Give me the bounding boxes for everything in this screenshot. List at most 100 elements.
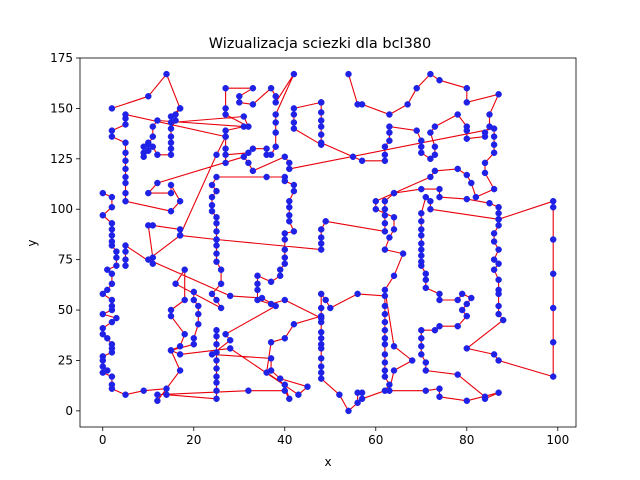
city-point [463,397,471,405]
city-point [213,151,220,159]
city-point [427,173,434,181]
city-point [104,286,111,294]
city-point [222,133,229,140]
city-point [386,387,393,394]
city-point [427,205,434,213]
city-point [317,355,325,362]
city-point [122,391,129,398]
city-point [463,312,471,320]
city-point [213,326,220,334]
city-point [258,294,266,302]
city-point [140,143,147,150]
city-point [358,157,366,165]
city-point [549,304,557,312]
city-point [418,351,425,358]
city-point [222,111,229,118]
city-point [490,238,498,245]
city-point [281,254,289,261]
city-point [422,367,430,374]
city-point [108,220,116,227]
city-point [549,236,557,243]
city-point [167,207,175,215]
city-point [454,165,461,173]
city-point [468,294,475,302]
city-point [290,105,298,112]
city-point [272,93,279,100]
city-point [490,125,498,132]
city-point [213,228,220,235]
city-point [427,197,434,205]
city-point [213,173,220,181]
city-point [436,290,443,298]
city-point [281,387,289,394]
city-point [290,111,298,118]
city-point [481,395,489,403]
city-point [418,240,425,247]
city-point [167,189,175,197]
city-point [495,246,502,253]
city-point [281,335,289,342]
city-point [249,167,257,175]
city-point [226,345,234,352]
city-point [418,137,425,144]
city-point [358,389,366,396]
city-point [108,226,116,233]
city-point [431,143,439,150]
city-point [267,84,275,92]
city-point [122,139,129,146]
city-point [472,193,480,201]
city-point [381,228,389,235]
city-point [113,248,120,255]
city-point [208,193,216,201]
city-point [213,387,220,394]
city-point [436,385,443,392]
city-point [418,210,425,217]
city-point [213,214,220,221]
city-point [295,391,302,398]
city-point [108,296,116,304]
city-point [431,167,439,175]
city-point [286,395,293,403]
city-point [418,252,425,259]
y-tick-label: 50 [58,303,73,317]
city-point [463,84,471,92]
city-point [272,129,279,136]
city-point [490,149,498,157]
city-point [208,290,216,298]
city-point [245,387,252,394]
city-point [213,250,220,257]
city-point [154,151,161,159]
y-tick-label: 150 [50,101,73,115]
city-point [154,391,161,398]
city-point [213,373,220,380]
city-point [345,407,352,415]
city-point [495,210,502,217]
city-point [495,222,502,229]
city-point [381,367,389,374]
city-point [458,306,466,314]
city-point [317,335,325,342]
city-point [108,318,116,326]
city-point [272,143,279,150]
city-point [167,151,175,159]
city-point [454,322,461,330]
city-point [381,151,389,159]
city-point [290,228,298,235]
city-point [372,197,380,205]
city-point [290,70,298,78]
city-point [413,84,420,92]
city-point [463,171,471,179]
city-point [495,203,502,211]
city-point [549,339,557,346]
city-point [381,310,389,318]
city-point [381,341,389,348]
city-point [381,220,389,227]
city-point [490,133,498,140]
city-point [390,214,398,221]
city-point [372,205,380,213]
city-point [208,207,216,215]
city-point [267,278,275,286]
city-point [436,296,443,304]
